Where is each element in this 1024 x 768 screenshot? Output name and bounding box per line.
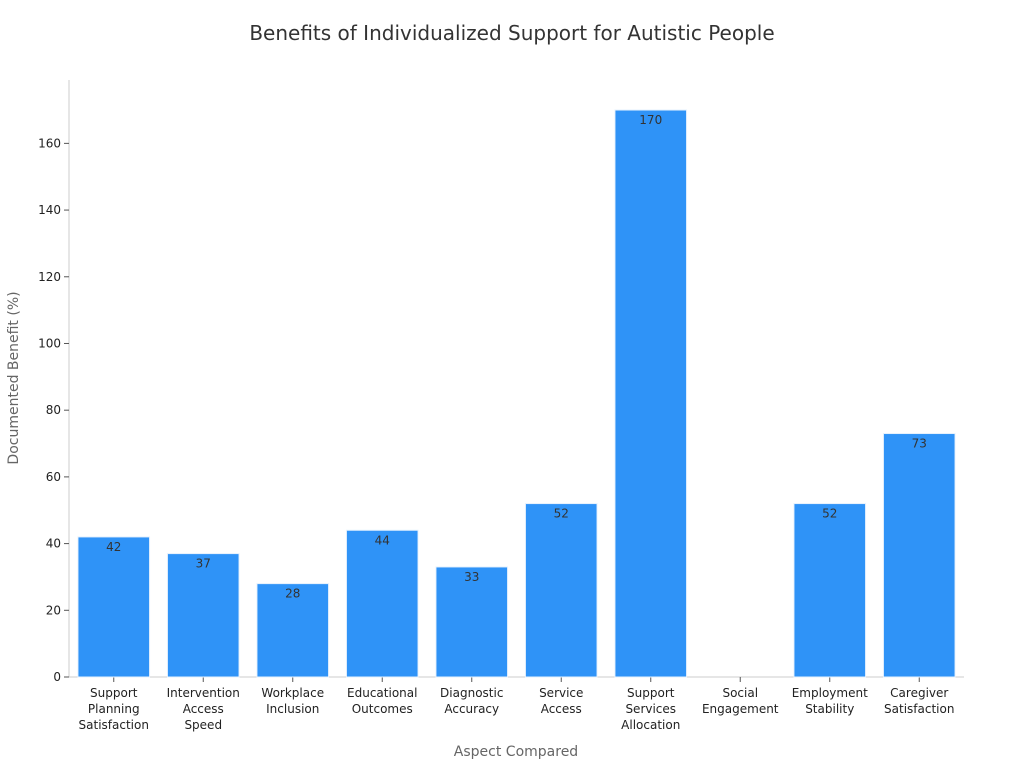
bar-value-label: 28 [285,587,300,601]
x-tick-label: Educational Outcomes [347,686,417,716]
bar [524,503,598,678]
x-tick-label: Support Planning Satisfaction [79,686,149,732]
bar [882,433,956,678]
x-tick-label: Caregiver Satisfaction [884,686,954,716]
bar [166,553,240,678]
bar-value-label: 52 [822,507,837,521]
bar-value-label: 44 [375,533,390,547]
bar [256,583,330,678]
chart-title: Benefits of Individualized Support for A… [249,21,774,45]
y-tick-label: 60 [46,470,61,484]
bar-value-label: 52 [554,507,569,521]
y-tick-label: 160 [38,136,61,150]
bar-value-label: 37 [196,557,211,571]
bar-value-label: 42 [106,540,121,554]
bar [435,566,509,678]
y-tick-label: 20 [46,603,61,617]
x-tick-label: Support Services Allocation [621,686,680,732]
x-tick-label: Service Access [539,686,583,716]
x-tick-label: Workplace Inclusion [261,686,324,716]
bars [77,109,956,678]
y-tick-label: 0 [53,670,61,684]
y-tick-label: 140 [38,203,61,217]
bar-value-label: 170 [639,113,662,127]
bar [77,536,151,678]
x-axis: Support Planning Satisfaction Intervention A… [69,676,964,732]
y-tick-label: 100 [38,336,61,350]
x-tick-label: Employment Stability [792,686,868,716]
y-tick-label: 80 [46,403,61,417]
y-tick-label: 40 [46,537,61,551]
y-axis: 0 20 40 60 80 100 120 140 160 [38,80,70,684]
x-tick-label: Social Engagement [702,686,779,716]
y-axis-title: Documented Benefit (%) [6,291,22,464]
bar-labels: 42 37 28 44 33 52 170 52 73 [106,113,927,601]
bar-value-label: 33 [464,570,479,584]
x-tick-label: Intervention Access Speed [167,686,240,732]
x-tick-label: Diagnostic Accuracy [440,686,503,716]
y-tick-label: 120 [38,270,61,284]
bar [793,503,867,678]
x-axis-title: Aspect Compared [454,744,578,760]
bar-value-label: 73 [912,437,927,451]
bar [345,529,419,678]
bar [614,109,688,678]
